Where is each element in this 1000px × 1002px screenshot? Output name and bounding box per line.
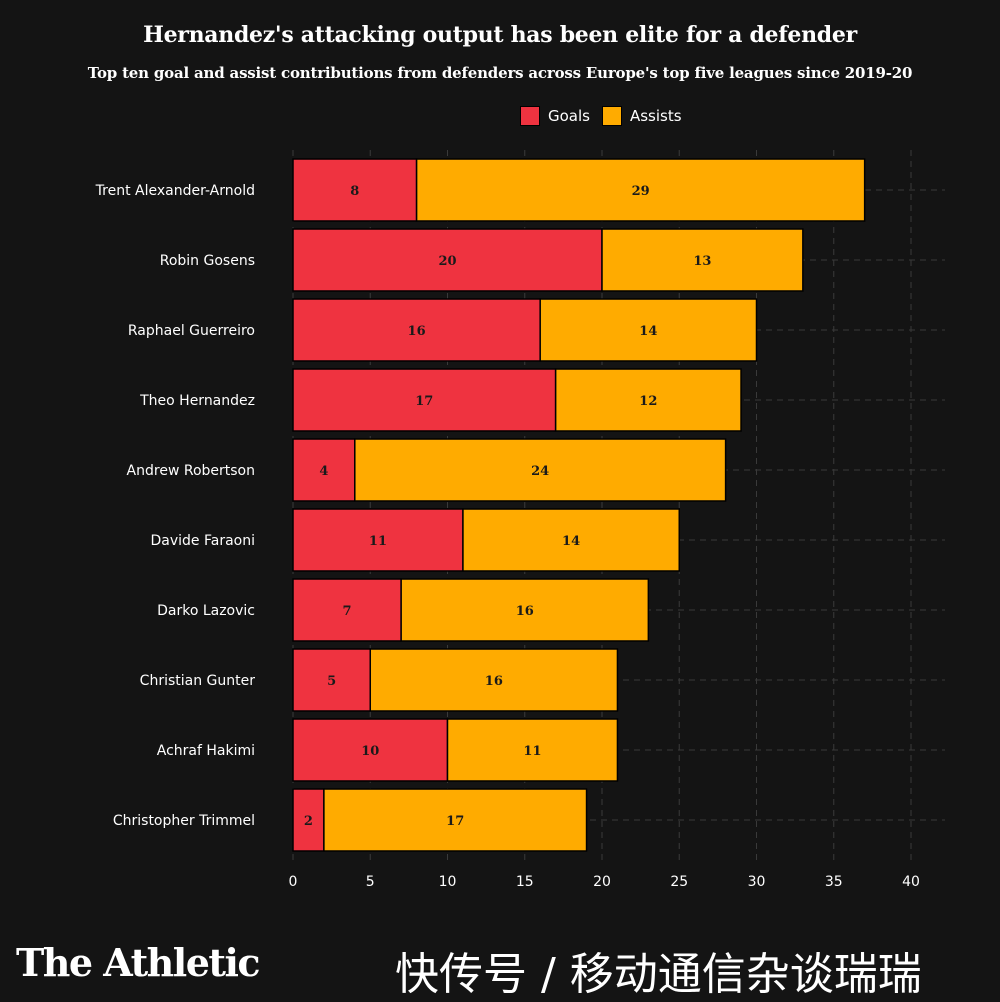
x-tick-label-15: 15 [516, 874, 534, 890]
data-label-assists-5: 14 [562, 534, 580, 549]
category-label-7: Christian Gunter [140, 673, 256, 689]
chart-title: Hernandez's attacking output has been el… [143, 22, 857, 48]
data-label-assists-9: 17 [446, 814, 464, 829]
bar-goals-3 [292, 368, 557, 432]
bar-assists-4 [354, 438, 727, 502]
data-label-goals-0: 8 [350, 184, 359, 199]
bar-goals-7 [292, 648, 371, 712]
bar-goals-2 [292, 298, 541, 362]
data-label-goals-4: 4 [319, 464, 328, 479]
data-label-assists-8: 11 [523, 744, 541, 759]
legend-swatch-assists [601, 106, 622, 126]
x-tick-label-25: 25 [670, 874, 688, 890]
bar-assists-1 [601, 228, 804, 292]
legend-item-assists: Assists [601, 106, 682, 126]
x-tick-label-40: 40 [902, 874, 920, 890]
bar-assists-3 [554, 368, 742, 432]
data-label-goals-8: 10 [361, 744, 379, 759]
category-label-2: Raphael Guerreiro [128, 323, 255, 339]
bar-goals-9 [292, 788, 325, 852]
bar-assists-2 [539, 298, 758, 362]
data-label-goals-3: 17 [415, 394, 433, 409]
data-label-assists-3: 12 [639, 394, 657, 409]
watermark-text: 快传号 / 移动通信杂谈瑞瑞 [395, 949, 922, 1000]
x-tick-label-30: 30 [748, 874, 766, 890]
bar-assists-8 [446, 718, 619, 782]
data-label-assists-6: 16 [516, 604, 534, 619]
category-label-5: Davide Faraoni [151, 533, 256, 549]
category-label-6: Darko Lazovic [157, 603, 255, 619]
data-label-goals-2: 16 [408, 324, 426, 339]
bar-goals-6 [292, 578, 402, 642]
the-athletic-logo: The Athletic [16, 940, 261, 985]
bar-goals-5 [292, 508, 464, 572]
category-label-1: Robin Gosens [160, 253, 255, 269]
x-tick-label-35: 35 [825, 874, 843, 890]
bar-goals-0 [292, 158, 418, 222]
chart-subtitle: Top ten goal and assist contributions fr… [87, 64, 913, 82]
data-label-assists-0: 29 [632, 184, 650, 199]
x-tick-label-5: 5 [366, 874, 375, 890]
data-label-goals-6: 7 [343, 604, 352, 619]
category-label-9: Christopher Trimmel [113, 813, 255, 829]
data-label-goals-7: 5 [327, 674, 336, 689]
bar-assists-9 [323, 788, 588, 852]
bar-goals-4 [292, 438, 356, 502]
category-label-0: Trent Alexander-Arnold [95, 183, 255, 199]
bar-assists-5 [462, 508, 681, 572]
bar-goals-1 [292, 228, 603, 292]
legend-swatch-goals [520, 106, 540, 126]
data-label-assists-4: 24 [531, 464, 549, 479]
data-label-assists-7: 16 [485, 674, 503, 689]
category-label-3: Theo Hernandez [139, 393, 255, 409]
data-label-assists-2: 14 [639, 324, 657, 339]
category-label-4: Andrew Robertson [127, 463, 255, 479]
bar-assists-6 [400, 578, 650, 642]
bar-assists-0 [415, 158, 866, 222]
data-label-goals-9: 2 [304, 814, 313, 829]
data-label-goals-5: 11 [369, 534, 387, 549]
data-label-assists-1: 13 [693, 254, 711, 269]
data-label-goals-1: 20 [438, 254, 456, 269]
legend-label-assists: Assists [629, 107, 682, 125]
bar-assists-7 [369, 648, 619, 712]
legend-label-goals: Goals [548, 107, 590, 125]
legend-item-goals: Goals [520, 106, 590, 126]
chart-legend: Goals Assists [520, 106, 694, 126]
category-label-8: Achraf Hakimi [157, 743, 255, 759]
bar-goals-8 [292, 718, 449, 782]
x-tick-label-0: 0 [289, 874, 298, 890]
x-tick-label-10: 10 [439, 874, 457, 890]
x-tick-label-20: 20 [593, 874, 611, 890]
